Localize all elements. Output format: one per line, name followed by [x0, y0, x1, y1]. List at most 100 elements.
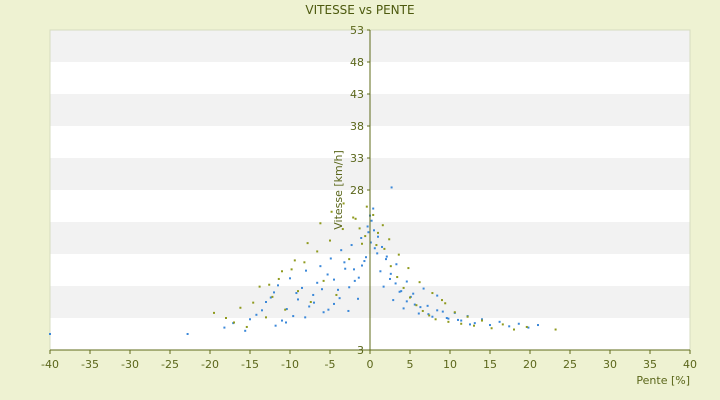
data-point — [426, 304, 429, 307]
x-tick-label: 35 — [643, 358, 657, 371]
x-tick-label: 25 — [563, 358, 577, 371]
data-point — [441, 310, 444, 313]
x-tick-label: 40 — [683, 358, 697, 371]
data-point — [381, 245, 383, 248]
data-point — [428, 314, 431, 317]
y-axis-title: Vitesse [km/h] — [332, 150, 345, 230]
data-point — [372, 213, 375, 216]
data-point — [431, 292, 434, 295]
data-point — [338, 297, 341, 300]
data-point — [244, 329, 247, 332]
data-point — [319, 222, 322, 225]
x-tick-label: -15 — [241, 358, 259, 371]
data-point — [322, 279, 325, 282]
data-point — [365, 256, 367, 259]
data-point — [321, 288, 323, 291]
data-point — [405, 280, 408, 283]
data-point — [358, 227, 361, 230]
data-point — [377, 235, 379, 238]
data-point — [473, 324, 475, 327]
data-point — [389, 272, 392, 275]
x-tick-label: -20 — [201, 358, 219, 371]
data-point — [517, 322, 520, 325]
data-point — [382, 285, 385, 288]
data-point — [223, 326, 226, 329]
data-point — [466, 315, 469, 318]
data-point — [357, 276, 360, 279]
data-point — [213, 311, 215, 314]
x-tick-label: -35 — [81, 358, 99, 371]
data-point — [409, 296, 411, 299]
data-point — [252, 301, 255, 304]
x-tick-label: 15 — [483, 358, 497, 371]
x-axis-title: Pente [%] — [636, 374, 690, 387]
data-point — [527, 326, 530, 329]
data-point — [385, 255, 388, 258]
data-point — [335, 293, 338, 296]
data-point — [273, 291, 275, 294]
data-point — [397, 253, 400, 256]
data-point — [369, 241, 372, 244]
x-tick-label: 20 — [523, 358, 537, 371]
data-point — [354, 217, 357, 220]
data-point — [392, 299, 395, 302]
data-point — [436, 294, 439, 297]
y-tick-label: 43 — [350, 88, 364, 101]
data-point — [445, 317, 448, 319]
data-point — [441, 299, 443, 302]
data-point — [341, 228, 344, 231]
data-point — [385, 258, 387, 261]
data-point — [508, 325, 511, 328]
data-point — [395, 263, 398, 266]
data-point — [447, 320, 450, 323]
data-point — [225, 317, 227, 319]
data-point — [301, 286, 303, 289]
data-point — [481, 318, 483, 321]
data-point — [233, 321, 235, 324]
data-point — [348, 258, 351, 261]
data-point — [348, 286, 351, 289]
data-point — [453, 311, 456, 314]
data-point — [309, 301, 312, 303]
data-point — [457, 318, 459, 321]
x-tick-label: -10 — [281, 358, 299, 371]
data-point — [297, 298, 299, 301]
data-point — [313, 301, 315, 304]
data-point — [49, 333, 51, 335]
data-point — [249, 318, 251, 321]
data-point — [481, 319, 483, 322]
x-tick-label: 5 — [407, 358, 414, 371]
data-point — [389, 265, 392, 268]
data-point — [537, 324, 539, 327]
data-point — [274, 324, 277, 327]
y-tick-label: 53 — [350, 24, 364, 37]
data-point — [285, 321, 287, 324]
data-point — [444, 302, 447, 305]
data-point — [389, 277, 391, 280]
y-tick-label: 33 — [350, 152, 364, 165]
data-point — [400, 290, 403, 293]
chart-title: VITESSE vs PENTE — [305, 3, 414, 17]
data-point — [367, 231, 370, 234]
data-point — [281, 270, 283, 273]
data-point — [277, 284, 279, 287]
x-tick-label: 10 — [443, 358, 457, 371]
data-point — [289, 277, 291, 280]
data-point — [347, 309, 350, 312]
data-point — [292, 315, 295, 318]
data-point — [460, 322, 463, 325]
data-point — [422, 287, 425, 290]
data-point — [373, 247, 376, 250]
data-point — [326, 273, 329, 276]
data-point — [513, 328, 515, 331]
data-point — [469, 323, 471, 326]
data-point — [337, 288, 339, 291]
data-point — [498, 320, 501, 323]
data-point — [417, 312, 420, 315]
data-point — [473, 322, 476, 325]
data-point — [322, 311, 325, 314]
data-point — [398, 290, 401, 293]
data-point — [316, 281, 319, 284]
data-point — [357, 297, 359, 300]
